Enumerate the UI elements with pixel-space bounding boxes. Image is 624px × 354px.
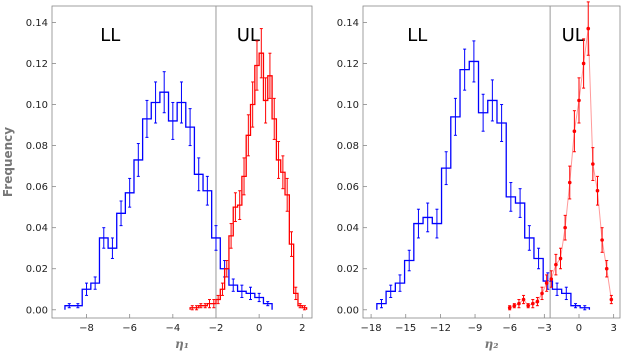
data-point [535,299,540,304]
data-point [591,162,595,166]
y-tick-label: 0.02 [26,264,48,275]
data-point [563,225,567,230]
series-blue [376,40,591,311]
x-tick-label: −15 [395,323,416,334]
y-tick-label: 0.12 [337,59,359,70]
y-tick-label: 0.04 [26,223,48,234]
y-tick-label: 0.04 [337,223,359,234]
right-histogram-panel: 0.00 0.02 0.04 0.06 0.08 0.10 0.12 0.14 −18 −15 −1… [337,1,621,351]
histogram-step-line [189,52,308,310]
left-histogram-panel: 0.00 0.02 0.04 0.06 0.08 0.10 0.12 0.14 −8 −6 −4 −2… [1,5,313,351]
data-point [577,98,581,103]
x-axis-label: η₂ [485,337,499,351]
x-tick-label: −6 [502,323,517,334]
x-tick-label: 2 [299,323,305,334]
data-point [609,297,614,302]
region-label-ll: LL [100,25,120,46]
x-tick-label: −12 [430,323,451,334]
data-point [530,301,535,306]
y-tick-label: 0.08 [337,141,359,152]
y-tick-label: 0.02 [337,264,359,275]
data-point [521,297,526,302]
data-point [595,188,600,193]
series-red [507,1,614,311]
histogram-step-line [64,91,273,310]
x-tick-label: 0 [576,323,582,334]
region-label-ll: LL [407,25,427,46]
data-point [549,277,554,281]
y-tick-label: 0.06 [26,182,48,193]
region-label-ul: UL [237,25,260,46]
series-blue [64,71,273,310]
x-axis-label: η₁ [175,337,189,351]
y-tick-label: 0.06 [337,182,359,193]
data-point [517,301,521,306]
y-tick-label: 0.14 [337,18,359,29]
data-point [507,305,512,310]
data-point [554,262,558,267]
x-tick-label: 0 [256,323,262,334]
data-point [572,129,577,134]
y-tick-label: 0.14 [26,18,48,29]
data-point [540,291,544,296]
data-point [567,180,572,185]
data-point [581,61,586,66]
data-point [600,238,604,242]
data-point [526,303,530,308]
y-tick-label: 0.08 [26,141,48,152]
plot-frame [362,5,621,319]
data-point [558,256,563,261]
y-tick-label: 0.10 [26,100,48,111]
x-tick-label: −18 [361,323,382,334]
y-tick-label: 0.00 [337,305,359,316]
x-tick-label: −2 [209,323,224,334]
y-axis-label: Frequency [1,127,15,197]
y-tick-label: 0.10 [337,100,359,111]
data-point [544,281,549,285]
y-tick-label: 0.12 [26,59,48,70]
x-tick-label: −9 [468,323,483,334]
x-tick-label: 3 [610,323,616,334]
data-point [604,266,609,271]
series-red [189,28,308,311]
x-tick-label: −8 [79,323,94,334]
data-point [586,26,591,31]
x-tick-label: −4 [165,323,180,334]
data-point [512,303,517,308]
x-tick-label: −3 [537,323,552,334]
x-tick-label: −6 [122,323,137,334]
plot-frame [51,5,313,319]
y-tick-label: 0.00 [26,305,48,316]
region-label-ul: UL [562,25,585,46]
